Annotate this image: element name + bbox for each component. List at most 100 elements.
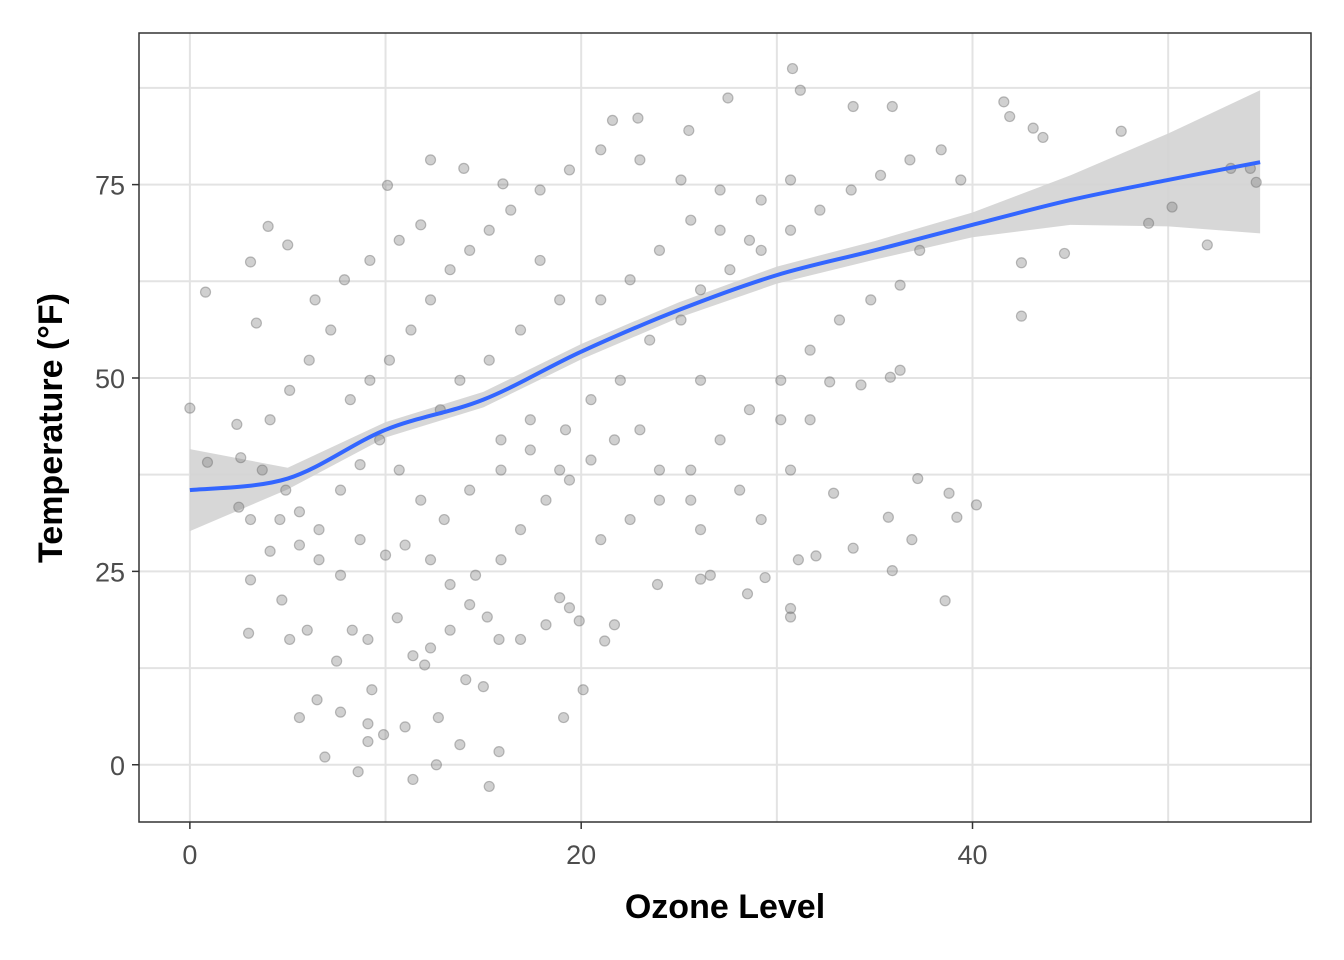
data-point bbox=[906, 534, 918, 546]
data-point bbox=[405, 324, 417, 336]
data-point bbox=[424, 294, 437, 306]
data-point bbox=[391, 612, 403, 624]
data-point bbox=[366, 684, 378, 696]
data-point bbox=[201, 456, 214, 468]
data-point bbox=[514, 524, 527, 536]
data-point bbox=[683, 124, 695, 137]
data-point bbox=[585, 454, 597, 466]
data-point bbox=[886, 100, 898, 113]
y-axis-title: Temperature (°F) bbox=[32, 293, 70, 563]
x-axis-title: Ozone Level bbox=[625, 888, 825, 926]
data-point bbox=[614, 374, 626, 386]
data-point bbox=[495, 434, 507, 446]
data-point bbox=[585, 394, 597, 406]
data-point bbox=[469, 569, 482, 581]
data-point bbox=[481, 611, 493, 623]
data-point bbox=[276, 594, 288, 606]
data-point bbox=[632, 112, 644, 124]
data-point bbox=[755, 513, 767, 526]
x-tick-label: 0 bbox=[182, 840, 197, 870]
data-point bbox=[608, 434, 621, 446]
data-point bbox=[792, 554, 804, 566]
data-point bbox=[675, 174, 687, 186]
data-point bbox=[458, 162, 470, 174]
data-point bbox=[540, 494, 552, 506]
data-point bbox=[344, 394, 356, 406]
data-point bbox=[242, 627, 255, 639]
data-point bbox=[608, 619, 621, 631]
data-point bbox=[244, 513, 257, 526]
data-point bbox=[595, 144, 607, 156]
data-point bbox=[407, 773, 419, 786]
data-point bbox=[407, 650, 419, 662]
data-point bbox=[653, 464, 666, 476]
data-point bbox=[250, 317, 262, 329]
data-point bbox=[313, 554, 325, 566]
data-point bbox=[1250, 176, 1262, 188]
x-tick-label: 40 bbox=[957, 840, 987, 870]
data-point bbox=[377, 728, 390, 741]
data-point bbox=[534, 254, 546, 267]
data-point bbox=[524, 444, 536, 456]
data-point bbox=[199, 286, 212, 298]
data-point bbox=[460, 674, 472, 686]
data-point bbox=[675, 314, 687, 326]
data-point bbox=[393, 464, 405, 476]
data-point bbox=[904, 154, 916, 166]
data-point bbox=[282, 239, 294, 251]
data-point bbox=[651, 578, 664, 591]
data-point bbox=[653, 244, 666, 256]
data-point bbox=[914, 244, 926, 256]
data-point bbox=[784, 224, 797, 236]
data-point bbox=[653, 494, 666, 506]
data-point bbox=[554, 464, 566, 476]
data-point bbox=[464, 244, 476, 256]
data-point bbox=[514, 633, 527, 646]
data-point bbox=[1166, 201, 1178, 213]
data-point bbox=[379, 549, 392, 561]
data-point bbox=[784, 602, 797, 615]
data-point bbox=[231, 418, 243, 431]
data-point bbox=[493, 746, 505, 758]
data-point bbox=[804, 344, 816, 356]
data-point bbox=[833, 314, 846, 326]
data-point bbox=[970, 499, 983, 511]
data-point bbox=[495, 554, 507, 566]
data-point bbox=[483, 354, 495, 366]
data-point bbox=[338, 274, 351, 286]
data-point bbox=[184, 402, 196, 414]
data-point bbox=[438, 513, 450, 526]
data-point bbox=[595, 294, 607, 306]
data-point bbox=[293, 506, 306, 518]
y-axis: 0 25 50 75 bbox=[95, 171, 139, 781]
y-tick-label: 50 bbox=[95, 364, 125, 394]
data-point bbox=[563, 602, 576, 614]
data-point bbox=[424, 642, 437, 654]
panel-border bbox=[138, 32, 1312, 823]
data-point bbox=[505, 204, 517, 216]
data-point bbox=[743, 404, 756, 416]
data-point bbox=[346, 624, 358, 636]
data-point bbox=[309, 294, 321, 306]
data-point bbox=[634, 154, 646, 166]
data-point bbox=[847, 542, 859, 554]
data-point bbox=[685, 494, 697, 506]
data-point bbox=[559, 424, 572, 436]
data-point bbox=[943, 487, 955, 499]
data-point bbox=[540, 619, 552, 631]
data-point bbox=[514, 324, 527, 336]
data-point bbox=[325, 324, 337, 336]
data-point bbox=[624, 513, 636, 526]
data-point bbox=[563, 164, 576, 176]
data-point bbox=[381, 179, 394, 191]
data-point bbox=[595, 534, 607, 546]
data-point bbox=[331, 655, 343, 667]
data-point bbox=[734, 484, 746, 496]
points bbox=[184, 62, 1262, 793]
data-point bbox=[1201, 239, 1213, 251]
data-point bbox=[743, 234, 756, 246]
data-point bbox=[464, 484, 476, 496]
data-point bbox=[497, 178, 509, 190]
data-point bbox=[714, 184, 726, 196]
data-point bbox=[477, 681, 489, 693]
